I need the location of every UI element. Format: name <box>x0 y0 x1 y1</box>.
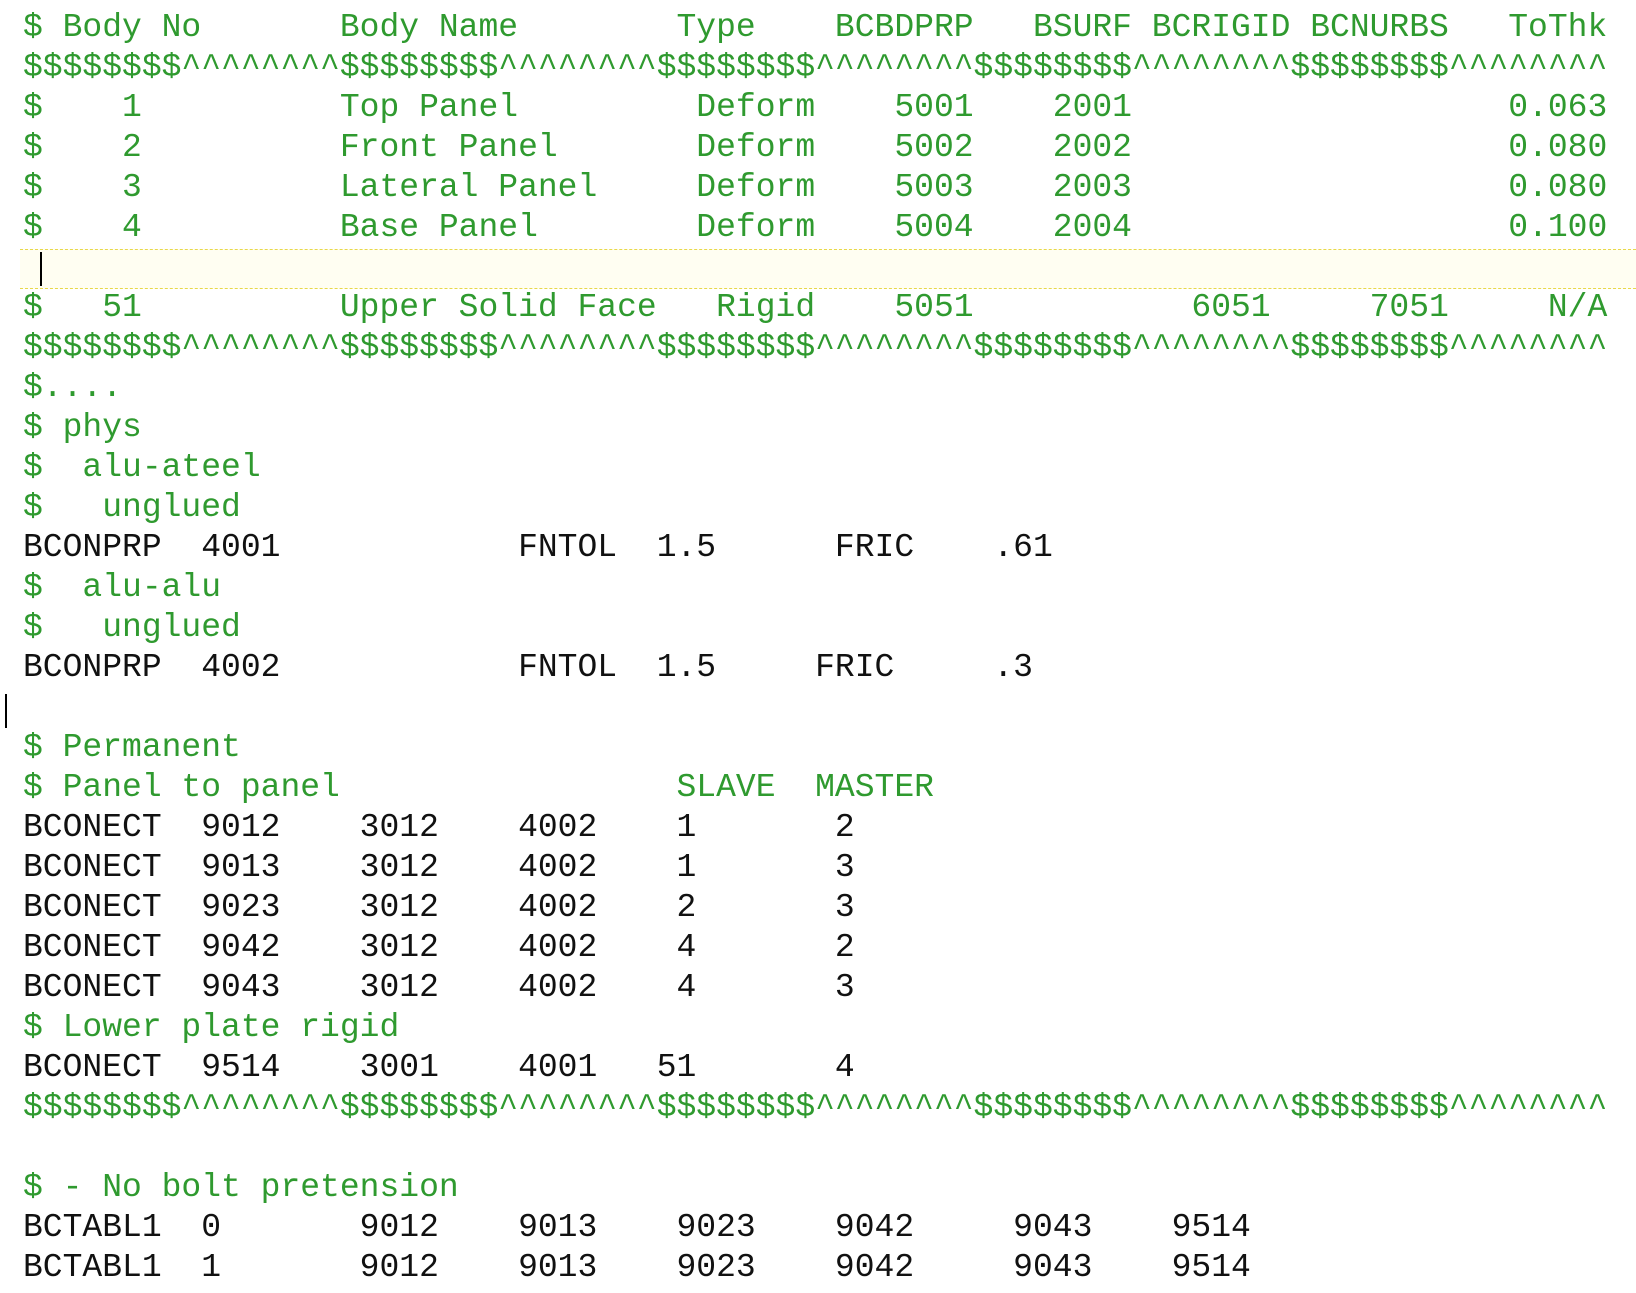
comment-line: $ - No bolt pretension <box>23 1169 459 1206</box>
margin-caret <box>5 694 7 728</box>
code-line: BCTABL1 0 9012 9013 9023 9042 9043 9514 <box>23 1209 1251 1246</box>
comment-line: $ 3 Lateral Panel Deform 5003 2003 0.080 <box>23 169 1608 206</box>
text-caret <box>40 252 42 286</box>
comment-line: $ unglued <box>23 609 241 646</box>
code-line: BCONECT 9023 3012 4002 2 3 <box>23 889 855 926</box>
current-line-highlight <box>20 249 1636 289</box>
comment-line: $$$$$$$$^^^^^^^^$$$$$$$$^^^^^^^^$$$$$$$$… <box>23 1089 1608 1126</box>
comment-line: $ 4 Base Panel Deform 5004 2004 0.100 <box>23 209 1608 246</box>
comment-line: $ Body No Body Name Type BCBDPRP BSURF B… <box>23 9 1608 46</box>
code-line: BCONECT 9013 3012 4002 1 3 <box>23 849 855 886</box>
comment-line: $ Permanent <box>23 729 241 766</box>
code-line: BCONECT 9042 3012 4002 4 2 <box>23 929 855 966</box>
code-line: BCONECT 9012 3012 4002 1 2 <box>23 809 855 846</box>
comment-line: $ unglued <box>23 489 241 526</box>
comment-line: $.... <box>23 369 123 406</box>
comment-line: $$$$$$$$^^^^^^^^$$$$$$$$^^^^^^^^$$$$$$$$… <box>23 329 1608 366</box>
comment-line: $ 2 Front Panel Deform 5002 2002 0.080 <box>23 129 1608 166</box>
comment-line: $ phys <box>23 409 142 446</box>
comment-line: $ Panel to panel SLAVE MASTER <box>23 769 934 806</box>
code-line: BCONPRP 4001 FNTOL 1.5 FRIC .61 <box>23 529 1053 566</box>
code-line: BCONPRP 4002 FNTOL 1.5 FRIC .3 <box>23 649 1033 686</box>
comment-line: $ alu-ateel <box>23 449 261 486</box>
code-line: BCONECT 9514 3001 4001 51 4 <box>23 1049 855 1086</box>
comment-line: $ alu-alu <box>23 569 222 606</box>
comment-line: $ Lower plate rigid <box>23 1009 400 1046</box>
comment-line: $$$$$$$$^^^^^^^^$$$$$$$$^^^^^^^^$$$$$$$$… <box>23 49 1608 86</box>
code-line: BCTABL1 1 9012 9013 9023 9042 9043 9514 <box>23 1249 1251 1286</box>
code-line: BCONECT 9043 3012 4002 4 3 <box>23 969 855 1006</box>
comment-line: $ 51 Upper Solid Face Rigid 5051 6051 70… <box>23 289 1608 326</box>
comment-line: $ 1 Top Panel Deform 5001 2001 0.063 <box>23 89 1608 126</box>
